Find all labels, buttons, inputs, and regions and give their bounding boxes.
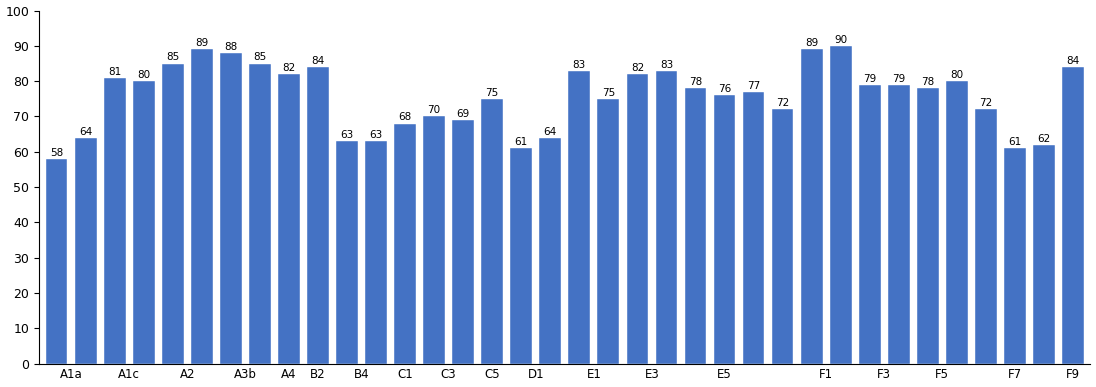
Bar (713, 95, 735, 363)
Bar (655, 70, 677, 363)
Text: 64: 64 (544, 127, 557, 137)
Bar (830, 46, 852, 363)
Bar (453, 120, 475, 363)
Bar (801, 50, 822, 363)
Text: 62: 62 (1037, 134, 1051, 144)
Text: 61: 61 (1008, 137, 1021, 147)
Text: 84: 84 (1066, 56, 1080, 66)
Bar (46, 159, 68, 363)
Text: 61: 61 (515, 137, 528, 147)
Text: 83: 83 (660, 60, 673, 70)
Text: 58: 58 (50, 148, 64, 158)
Text: 63: 63 (341, 130, 354, 140)
Bar (162, 63, 184, 363)
Bar (1062, 67, 1084, 363)
Bar (307, 67, 329, 363)
Bar (191, 50, 213, 363)
Text: 75: 75 (602, 88, 615, 98)
Text: 72: 72 (776, 98, 789, 108)
Text: 82: 82 (631, 63, 644, 73)
Text: 80: 80 (950, 70, 963, 80)
Text: 78: 78 (689, 77, 703, 87)
Bar (365, 141, 387, 363)
Bar (772, 110, 794, 363)
Text: 88: 88 (225, 42, 238, 52)
Text: 89: 89 (195, 38, 208, 48)
Bar (395, 123, 416, 363)
Bar (1034, 145, 1054, 363)
Bar (1004, 148, 1026, 363)
Text: 79: 79 (892, 74, 905, 84)
Bar (278, 74, 300, 363)
Bar (627, 74, 649, 363)
Bar (859, 85, 880, 363)
Bar (511, 148, 533, 363)
Text: 84: 84 (311, 56, 324, 66)
Text: 79: 79 (864, 74, 877, 84)
Bar (133, 81, 155, 363)
Bar (685, 88, 707, 363)
Bar (75, 138, 96, 363)
Bar (569, 70, 591, 363)
Text: 85: 85 (167, 53, 180, 62)
Bar (220, 53, 242, 363)
Bar (743, 92, 764, 363)
Text: 89: 89 (806, 38, 819, 48)
Bar (597, 99, 619, 363)
Bar (946, 81, 968, 363)
Text: 78: 78 (922, 77, 935, 87)
Text: 82: 82 (283, 63, 296, 73)
Text: 63: 63 (369, 130, 383, 140)
Text: 81: 81 (109, 67, 122, 77)
Text: 90: 90 (834, 35, 847, 45)
Text: 77: 77 (747, 81, 761, 91)
Text: 64: 64 (79, 127, 92, 137)
Bar (249, 63, 271, 363)
Text: 76: 76 (718, 84, 731, 94)
Bar (539, 138, 561, 363)
Bar (336, 141, 358, 363)
Text: 70: 70 (427, 105, 441, 115)
Text: 69: 69 (457, 109, 470, 119)
Bar (917, 88, 938, 363)
Text: 68: 68 (399, 113, 412, 122)
Bar (888, 85, 910, 363)
Bar (423, 116, 445, 363)
Text: 80: 80 (137, 70, 150, 80)
Bar (104, 78, 126, 363)
Text: 75: 75 (486, 88, 499, 98)
Bar (975, 110, 996, 363)
Bar (481, 99, 503, 363)
Text: 72: 72 (979, 98, 993, 108)
Text: 83: 83 (573, 60, 586, 70)
Text: 85: 85 (253, 53, 266, 62)
